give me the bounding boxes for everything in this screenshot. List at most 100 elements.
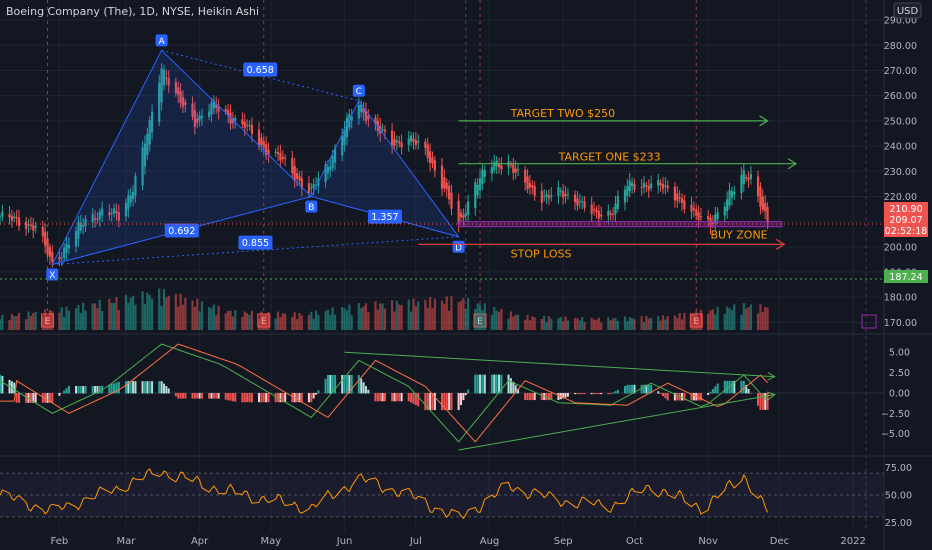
volume-bar [333,314,337,330]
candle-body [633,184,636,190]
candle-body [562,191,565,198]
volume-bar [165,297,168,330]
volume-bar [566,320,570,330]
macd-histogram-bar [500,374,503,394]
rsi-pane[interactable] [0,468,884,520]
macd-histogram-bar [198,392,201,399]
macd-histogram-bar [576,392,579,395]
volume-bar [640,316,643,330]
volume-bar [417,301,420,330]
candle-body [360,104,363,112]
macd-histogram-bar [10,381,13,394]
volume-bar [414,306,417,330]
volume-bar [443,303,446,330]
macd-histogram-bar [590,392,593,395]
currency-button[interactable]: USD [893,2,922,19]
macd-histogram-bar [44,392,47,403]
candle-body [44,231,47,246]
candle-body [573,194,577,203]
macd-histogram-bar [329,374,332,394]
candle-body [690,204,693,212]
volume-bar [212,304,215,330]
stop-loss-line-head [775,238,786,250]
candle-body [1,211,4,217]
candle-body [476,184,479,196]
macd-histogram-bar [376,392,379,402]
macd-histogram-bar [184,392,187,399]
macd-histogram-bar [574,392,577,395]
candle-body [274,151,277,153]
candle-body [431,157,434,164]
volume-bar [493,306,496,330]
macd-histogram-bar [248,392,251,403]
volume-bar [424,299,427,330]
macd-histogram-bar [345,374,348,394]
volume-bar [41,316,44,330]
candle-body [293,165,296,181]
macd-histogram-bar [291,392,294,403]
macd-histogram-bar [27,392,30,403]
volume-bar [98,299,101,330]
candle-body [566,194,570,196]
price-axis-label: 250.00 [884,116,917,127]
macd-histogram-bar [84,385,87,394]
macd-histogram-bar [531,392,534,401]
macd-histogram-bar [310,392,313,403]
candle-body [642,182,646,188]
candle-body [393,138,396,146]
candle-body [426,144,429,158]
candle-body [357,105,360,119]
macd-histogram-bar [707,392,710,396]
volume-bar [524,319,527,330]
candle-body [134,175,137,196]
volume-bar [67,310,71,330]
macd-histogram-bar [507,374,510,394]
volume-bar [514,314,517,330]
macd-histogram-bar [362,382,365,394]
macd-histogram-bar [79,385,82,394]
volume-bar [196,298,199,330]
candle-body [576,198,579,206]
volume-bar [231,316,234,330]
candle-body [32,225,35,231]
target-levels[interactable]: TARGET TWO $250 TARGET ONE $233 BUY ZONE ST… [0,107,884,280]
candle-body [284,157,287,159]
volume-bar [467,298,470,330]
candle-body [443,177,446,189]
volume-bar [633,319,636,330]
volume-bar [29,315,32,330]
volume-bar [583,322,586,330]
harmonic-pattern[interactable]: 0.658 0.692 1.357 0.855 X A B C D [46,34,465,281]
volume-bar [407,299,410,330]
macd-pane[interactable] [0,343,884,451]
ratio-label-box [243,62,278,77]
candle-body [764,203,767,212]
macd-histogram-bar [462,392,465,401]
candle-body [13,216,16,219]
candle-body [298,176,301,181]
candle-body [647,185,650,190]
volume-bar [341,306,344,330]
volume-bar [476,303,479,330]
macd-histogram-bar [524,392,527,401]
pattern-point-label: A [159,37,166,47]
candle-body [540,191,543,203]
macd-histogram-bar [498,374,501,394]
macd-histogram-bar [15,392,18,403]
candle-body [312,184,315,188]
indicator-toggle-icon[interactable] [861,314,877,329]
candle-body [314,185,318,187]
volume-bar [177,306,180,330]
volume-bar [179,293,182,330]
pattern-point-label: D [455,243,462,253]
time-axis[interactable]: Feb Mar Apr May Jun Jul Aug Sep Oct Nov Dec 2022 [51,536,866,547]
macd-histogram-bar [400,392,403,402]
volume-bar [631,318,634,330]
volume-bar [162,289,166,330]
macd-histogram-bar [208,392,211,399]
volume-bar [131,295,135,330]
macd-histogram-bar [174,392,177,397]
candle-body [600,214,603,217]
candle-body [676,193,679,202]
